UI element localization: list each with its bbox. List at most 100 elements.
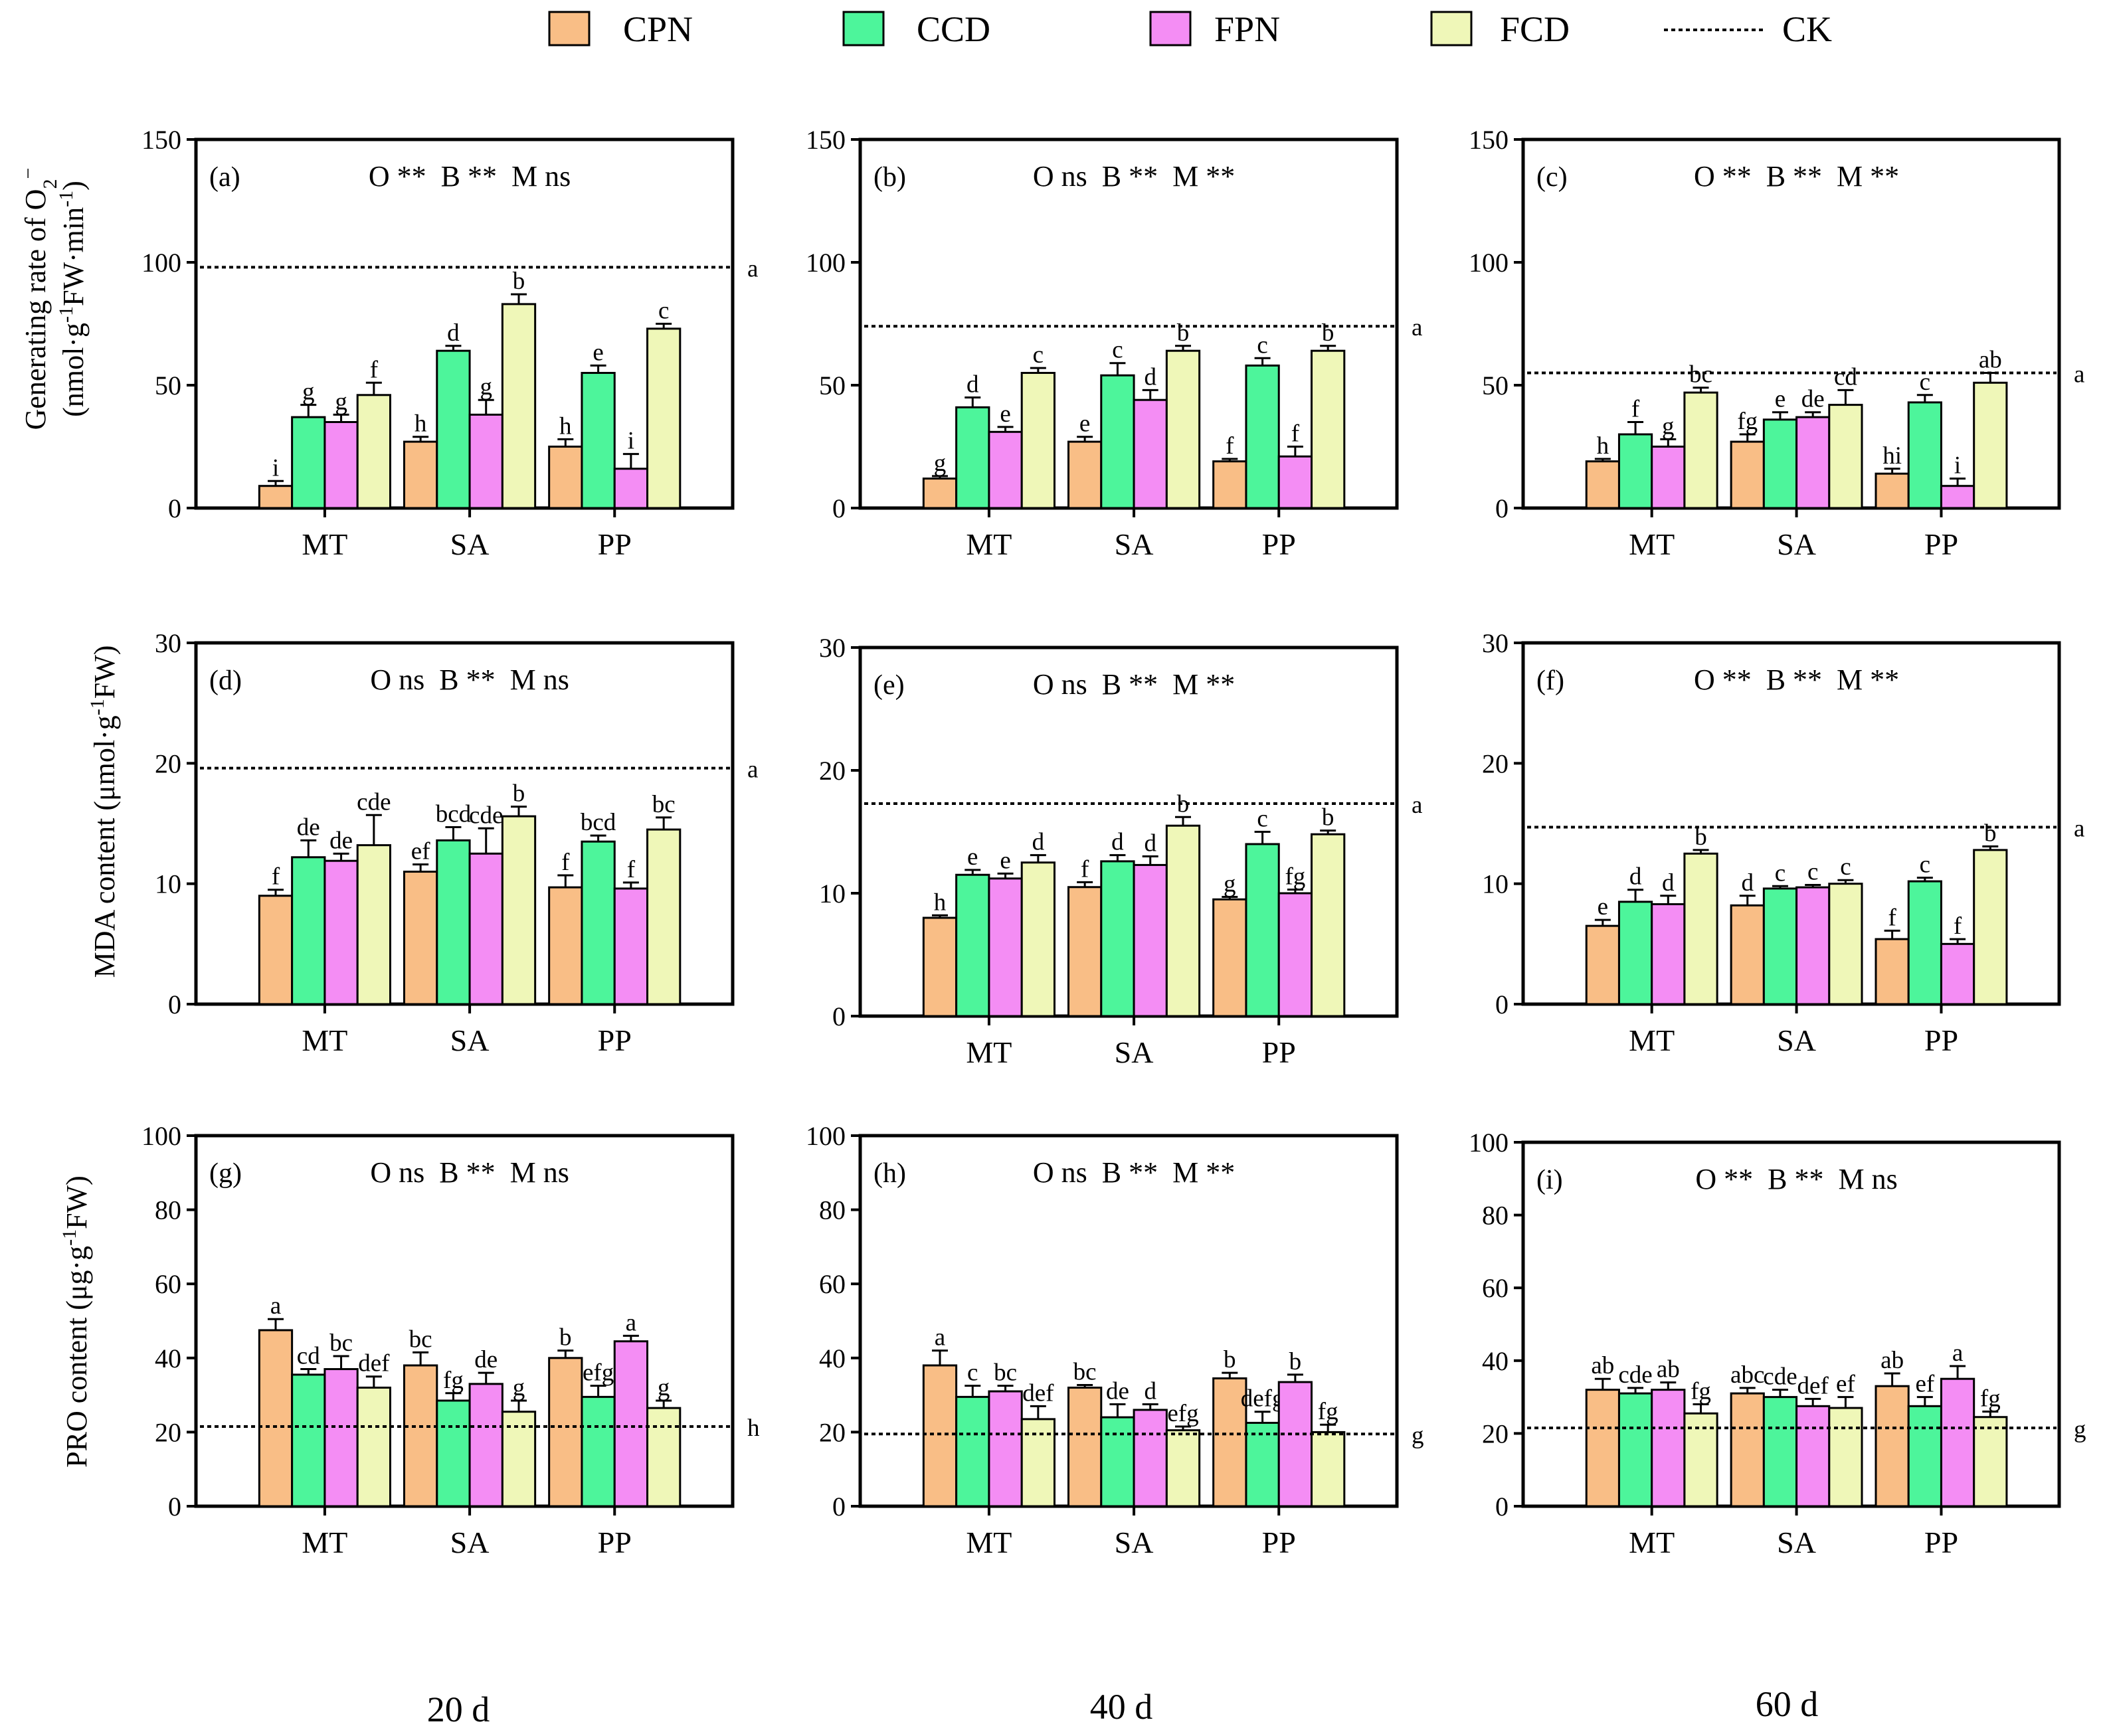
significance-letter: g: [302, 379, 315, 406]
x-tick-label: MT: [1629, 1023, 1675, 1057]
legend-label-fpn: FPN: [1214, 9, 1280, 49]
bar-fpn: [1651, 903, 1686, 1005]
significance-letter: fg: [1318, 1398, 1338, 1425]
bar-cpn: [1585, 924, 1620, 1005]
column-label-40d: 40 d: [1090, 1687, 1153, 1727]
panel-label: (a): [209, 162, 240, 193]
significance-letter: g: [658, 1374, 670, 1401]
significance-letter: de: [329, 827, 353, 854]
bar-cpn: [1212, 898, 1247, 1017]
bar-fcd: [1311, 349, 1346, 509]
bar-ccd: [436, 1399, 471, 1508]
y-tick-label: 80: [1482, 1201, 1509, 1231]
significance-letter: hi: [1882, 442, 1902, 470]
bar-fcd: [646, 1407, 682, 1508]
y-tick-label: 10: [819, 879, 846, 909]
x-tick-label: PP: [598, 1023, 632, 1057]
y-tick-label: 0: [832, 1492, 846, 1521]
y-tick-label: 50: [819, 371, 846, 400]
significance-letter: efg: [1167, 1400, 1198, 1427]
significance-letter: d: [1144, 363, 1156, 391]
bar-fcd: [1683, 852, 1718, 1005]
significance-annotation: O ** B ** M **: [1694, 663, 1899, 696]
y-tick-label: 20: [1482, 1419, 1509, 1448]
panel-label: (g): [209, 1158, 242, 1189]
significance-letter: de: [297, 814, 320, 841]
x-tick-label: PP: [598, 527, 632, 561]
bar-fcd: [1683, 391, 1718, 509]
y-tick-label: 100: [141, 248, 181, 278]
bar-fcd: [1165, 1429, 1201, 1508]
significance-letter: e: [593, 339, 603, 366]
significance-letter: def: [1022, 1379, 1054, 1407]
significance-letter: ab: [1979, 347, 2002, 374]
significance-annotation: O ns B ** M ns: [370, 1156, 569, 1189]
significance-letter: f: [1954, 912, 1962, 940]
significance-letter: g: [513, 1374, 525, 1401]
y-tick-label: 40: [1482, 1346, 1509, 1376]
y-tick-label: 0: [1495, 990, 1509, 1019]
significance-letter: f: [1081, 855, 1089, 883]
significance-letter: cd: [297, 1343, 320, 1370]
legend-swatch-fpn: [1149, 11, 1192, 46]
bar-cpn: [1730, 440, 1765, 509]
significance-letter: defg: [1241, 1385, 1285, 1413]
bar-ccd: [955, 1395, 990, 1508]
bar-ccd: [955, 873, 990, 1017]
y-tick-label: 60: [1482, 1273, 1509, 1303]
panel-label: (b): [873, 162, 906, 193]
significance-letter: c: [1033, 341, 1044, 369]
ylabel-superoxide-line1: Generating rate of O2−: [17, 168, 61, 430]
significance-letter: e: [1598, 893, 1608, 920]
bar-ccd: [1617, 433, 1653, 509]
ck-letter: a: [1412, 792, 1422, 819]
bar-cpn: [1875, 472, 1910, 509]
bar-fcd: [646, 828, 682, 1005]
significance-letter: f: [272, 863, 280, 891]
x-tick-label: PP: [1262, 527, 1296, 561]
significance-letter: b: [513, 780, 525, 808]
bar-cpn: [1730, 904, 1765, 1005]
bar-cpn: [1067, 886, 1103, 1017]
y-tick-label: 0: [832, 493, 846, 523]
significance-letter: d: [1144, 830, 1156, 857]
y-tick-label: 0: [168, 990, 181, 1019]
x-tick-label: SA: [1777, 1525, 1816, 1559]
significance-letter: g: [480, 373, 492, 400]
significance-letter: fg: [1691, 1378, 1711, 1405]
significance-letter: c: [1257, 331, 1267, 359]
significance-letter: bc: [409, 1326, 432, 1353]
x-tick-label: SA: [450, 1525, 490, 1559]
bar-cpn: [922, 916, 958, 1017]
bar-cpn: [258, 895, 294, 1005]
significance-letter: f: [1888, 904, 1896, 931]
significance-letter: b: [559, 1324, 572, 1351]
bar-cpn: [1585, 460, 1620, 509]
bar-fpn: [613, 468, 649, 509]
significance-letter: bc: [1689, 361, 1712, 389]
significance-letter: cde: [1763, 1363, 1797, 1391]
bar-fpn: [1795, 416, 1831, 509]
ylabel-superoxide-line2: (nmol·g-1FW·min-1): [55, 181, 90, 417]
significance-letter: c: [1257, 806, 1267, 833]
y-tick-label: 20: [155, 1417, 181, 1447]
significance-annotation: O ns B ** M **: [1033, 1156, 1235, 1189]
significance-letter: d: [1111, 829, 1124, 856]
significance-letter: i: [628, 428, 634, 455]
y-tick-label: 100: [141, 1121, 181, 1151]
bar-ccd: [291, 856, 326, 1005]
x-tick-label: PP: [1924, 1525, 1958, 1559]
y-tick-label: 50: [155, 371, 181, 400]
bar-fcd: [501, 815, 537, 1005]
bar-ccd: [1762, 887, 1798, 1005]
legend-swatch-cpn: [548, 11, 591, 46]
bar-fpn: [1277, 455, 1313, 509]
panel-label: (f): [1536, 665, 1564, 696]
bar-cpn: [258, 1329, 294, 1508]
significance-letter: g: [934, 450, 947, 477]
significance-letter: a: [935, 1324, 945, 1351]
